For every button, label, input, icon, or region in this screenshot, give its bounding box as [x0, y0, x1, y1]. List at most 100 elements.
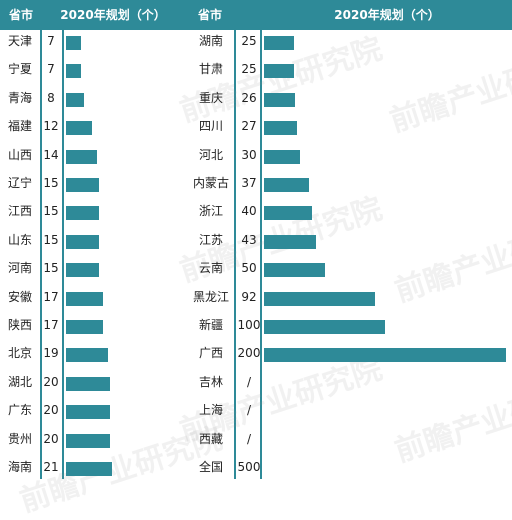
right-province-label: 内蒙古: [192, 176, 229, 190]
left-bar: [66, 348, 108, 363]
left-province-label: 辽宁: [7, 176, 32, 190]
left-province-label: 陕西: [7, 318, 32, 332]
left-province-label: 北京: [7, 346, 32, 361]
watermark: 前瞻产业研究院: [390, 211, 512, 310]
right-bar: [264, 320, 385, 334]
right-value-label: 40: [241, 204, 257, 219]
watermark: 前瞻产业研究院: [385, 41, 512, 140]
left-bar: [66, 64, 82, 79]
header-province-right: 省市: [197, 8, 222, 22]
divider-left-names: [40, 30, 42, 479]
left-province-label: 安徽: [7, 289, 32, 304]
right-bar: [264, 121, 297, 136]
left-province-label: 山东: [7, 232, 32, 247]
right-value-label: 200: [237, 346, 261, 361]
left-bar: [66, 320, 104, 334]
left-province-label: 福建: [7, 119, 32, 134]
right-province-label: 四川: [198, 119, 223, 134]
left-value-label: 15: [43, 232, 59, 247]
right-province-label: 上海: [198, 403, 223, 418]
divider-right-names: [234, 30, 236, 479]
right-value-label: 43: [241, 232, 257, 247]
right-bar: [264, 291, 376, 306]
right-bar: [264, 149, 301, 164]
left-value-label: 20: [43, 431, 59, 446]
left-value-label: 20: [43, 374, 59, 389]
left-value-label: 7: [47, 34, 55, 48]
right-value-label: 26: [241, 90, 257, 105]
left-province-label: 青海: [7, 90, 32, 105]
right-bar: [264, 64, 295, 79]
left-bar: [66, 121, 93, 136]
right-value-label: /: [246, 431, 252, 446]
right-province-label: 西藏: [198, 431, 223, 446]
left-bar: [66, 234, 99, 249]
right-province-label: 吉林: [198, 374, 223, 389]
right-province-label: 全国: [198, 460, 223, 474]
left-bar: [66, 92, 84, 107]
table-header: 省市 2020年规划（个） 省市 2020年规划（个）: [0, 0, 512, 30]
right-value-label: 37: [241, 176, 257, 190]
left-bar: [66, 462, 113, 476]
left-province-label: 河南: [7, 261, 32, 276]
left-value-label: 15: [43, 261, 59, 276]
right-value-label: 500: [237, 460, 261, 474]
right-value-label: 100: [237, 318, 261, 332]
right-province-label: 新疆: [198, 318, 223, 332]
left-province-label: 宁夏: [7, 62, 32, 77]
left-province-label: 贵州: [7, 431, 32, 446]
header-plan-right: 2020年规划（个）: [334, 8, 440, 22]
watermark: 前瞻产业研究院: [390, 371, 512, 470]
right-province-label: 重庆: [198, 90, 223, 105]
left-bar: [66, 263, 99, 278]
left-value-label: 21: [43, 460, 59, 474]
left-value-label: 8: [47, 90, 55, 105]
left-value-label: 12: [43, 119, 59, 134]
right-province-label: 黑龙江: [192, 289, 229, 304]
left-bar: [66, 178, 99, 192]
left-value-label: 14: [43, 147, 59, 162]
right-value-label: 25: [241, 34, 257, 48]
left-bar: [66, 149, 97, 164]
right-province-label: 江苏: [198, 232, 223, 247]
right-bar: [264, 206, 313, 221]
right-province-label: 甘肃: [198, 62, 223, 77]
right-bar: [264, 263, 325, 278]
left-province-label: 海南: [7, 460, 32, 474]
header-province-left: 省市: [8, 8, 33, 22]
left-value-label: 19: [43, 346, 59, 361]
left-province-label: 天津: [7, 34, 32, 48]
left-bar: [66, 376, 110, 391]
right-bar: [264, 234, 317, 249]
left-value-label: 17: [43, 289, 59, 304]
right-bar: [264, 92, 296, 107]
left-value-label: 15: [43, 204, 59, 219]
right-value-label: 92: [241, 289, 257, 304]
left-province-label: 山西: [7, 147, 32, 162]
left-bar: [66, 433, 110, 448]
right-value-label: /: [246, 374, 252, 389]
left-bar: [66, 36, 82, 50]
left-value-label: 7: [47, 62, 55, 77]
divider-left-values: [62, 30, 64, 479]
right-value-label: 27: [241, 119, 257, 134]
right-bar: [264, 348, 506, 363]
right-province-label: 云南: [198, 261, 223, 276]
right-value-label: 25: [241, 62, 257, 77]
left-bar: [66, 206, 99, 221]
left-value-label: 20: [43, 403, 59, 418]
left-province-label: 广东: [7, 403, 32, 418]
right-value-label: 50: [241, 261, 257, 276]
header-plan-left: 2020年规划（个）: [60, 8, 166, 22]
left-province-label: 湖北: [7, 374, 32, 389]
right-province-label: 河北: [198, 147, 223, 162]
right-province-label: 浙江: [198, 204, 223, 219]
left-value-label: 15: [43, 176, 59, 190]
left-bar: [66, 405, 110, 420]
divider-right-values: [260, 30, 262, 479]
left-province-label: 江西: [7, 204, 32, 219]
right-value-label: /: [246, 403, 252, 418]
right-value-label: 30: [241, 147, 257, 162]
right-bar: [264, 36, 295, 50]
